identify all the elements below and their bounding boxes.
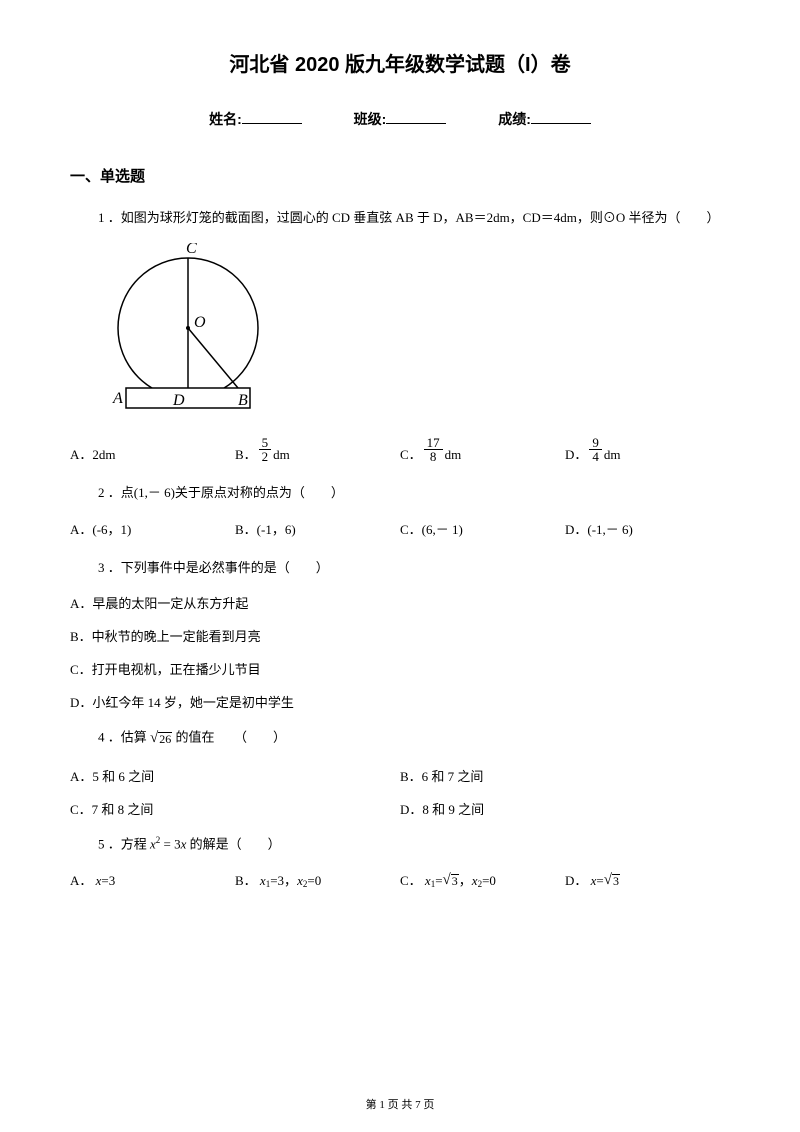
q5-opt-a: A． x = 3 — [70, 870, 235, 889]
q4-opt-c: C．7 和 8 之间 — [70, 799, 400, 818]
q1-opt-b: B． 52 dm — [235, 436, 400, 463]
q2-opt-d: D．(-1,－ 6) — [565, 519, 730, 538]
class-blank — [386, 123, 446, 124]
score-blank — [531, 123, 591, 124]
q2-opt-a: A．(-6，1) — [70, 519, 235, 538]
label-d: D — [172, 392, 185, 409]
q4-opt-a: A．5 和 6 之间 — [70, 766, 400, 785]
q3-opt-c: C．打开电视机，正在播少儿节目 — [70, 659, 730, 678]
section-header: 一、单选题 — [70, 165, 730, 186]
question-3: 3 ．下列事件中是必然事件的是（ ） — [70, 556, 730, 579]
question-5: 5 ．方程 x2 = 3x 的解是（ ） — [70, 832, 730, 856]
question-1: 1 ．如图为球形灯笼的截面图，过圆心的 CD 垂直弦 AB 于 D，AB＝2dm… — [70, 206, 730, 229]
q5-options: A． x = 3 B． x1 = 3， x2 = 0 C． x1 = √3， x… — [70, 870, 730, 889]
q4-options: A．5 和 6 之间 B．6 和 7 之间 C．7 和 8 之间 D．8 和 9… — [70, 766, 730, 832]
name-label: 姓名: — [209, 111, 242, 127]
q4-opt-b: B．6 和 7 之间 — [400, 766, 730, 785]
q1-options: A．2dm B． 52 dm C． 178 dm D． 94 dm — [70, 436, 730, 463]
page-footer: 第 1 页 共 7 页 — [0, 1096, 800, 1112]
label-c: C — [186, 243, 197, 257]
label-a: A — [112, 390, 123, 407]
info-line: 姓名: 班级: 成绩: — [70, 109, 730, 129]
q4-opt-d: D．8 和 9 之间 — [400, 799, 730, 818]
q5-opt-c: C． x1 = √3， x2 = 0 — [400, 870, 565, 889]
q2-options: A．(-6，1) B．(-1，6) C．(6,－ 1) D．(-1,－ 6) — [70, 519, 730, 538]
label-o: O — [194, 314, 206, 331]
label-b: B — [238, 392, 248, 409]
q1-opt-a: A．2dm — [70, 444, 235, 463]
q3-opt-a: A．早晨的太阳一定从东方升起 — [70, 593, 730, 612]
q5-opt-b: B． x1 = 3， x2 = 0 — [235, 870, 400, 889]
page-title: 河北省 2020 版九年级数学试题（I）卷 — [70, 48, 730, 77]
q1-opt-c: C． 178 dm — [400, 436, 565, 463]
q3-opt-b: B．中秋节的晚上一定能看到月亮 — [70, 626, 730, 645]
name-blank — [242, 123, 302, 124]
q3-options: A．早晨的太阳一定从东方升起 B．中秋节的晚上一定能看到月亮 C．打开电视机，正… — [70, 593, 730, 711]
q3-opt-d: D．小红今年 14 岁，她一定是初中学生 — [70, 692, 730, 711]
question-2: 2 ．点(1,－ 6)关于原点对称的点为（ ） — [70, 481, 730, 504]
q5-opt-d: D． x = √3 — [565, 870, 730, 889]
q1-figure: C O A D B — [98, 243, 730, 422]
score-label: 成绩: — [498, 111, 531, 127]
class-label: 班级: — [354, 111, 387, 127]
q1-opt-d: D． 94 dm — [565, 436, 730, 463]
question-4: 4 ．估算 √26 的值在 （ ） — [70, 725, 730, 752]
q2-opt-c: C．(6,－ 1) — [400, 519, 565, 538]
q2-opt-b: B．(-1，6) — [235, 519, 400, 538]
